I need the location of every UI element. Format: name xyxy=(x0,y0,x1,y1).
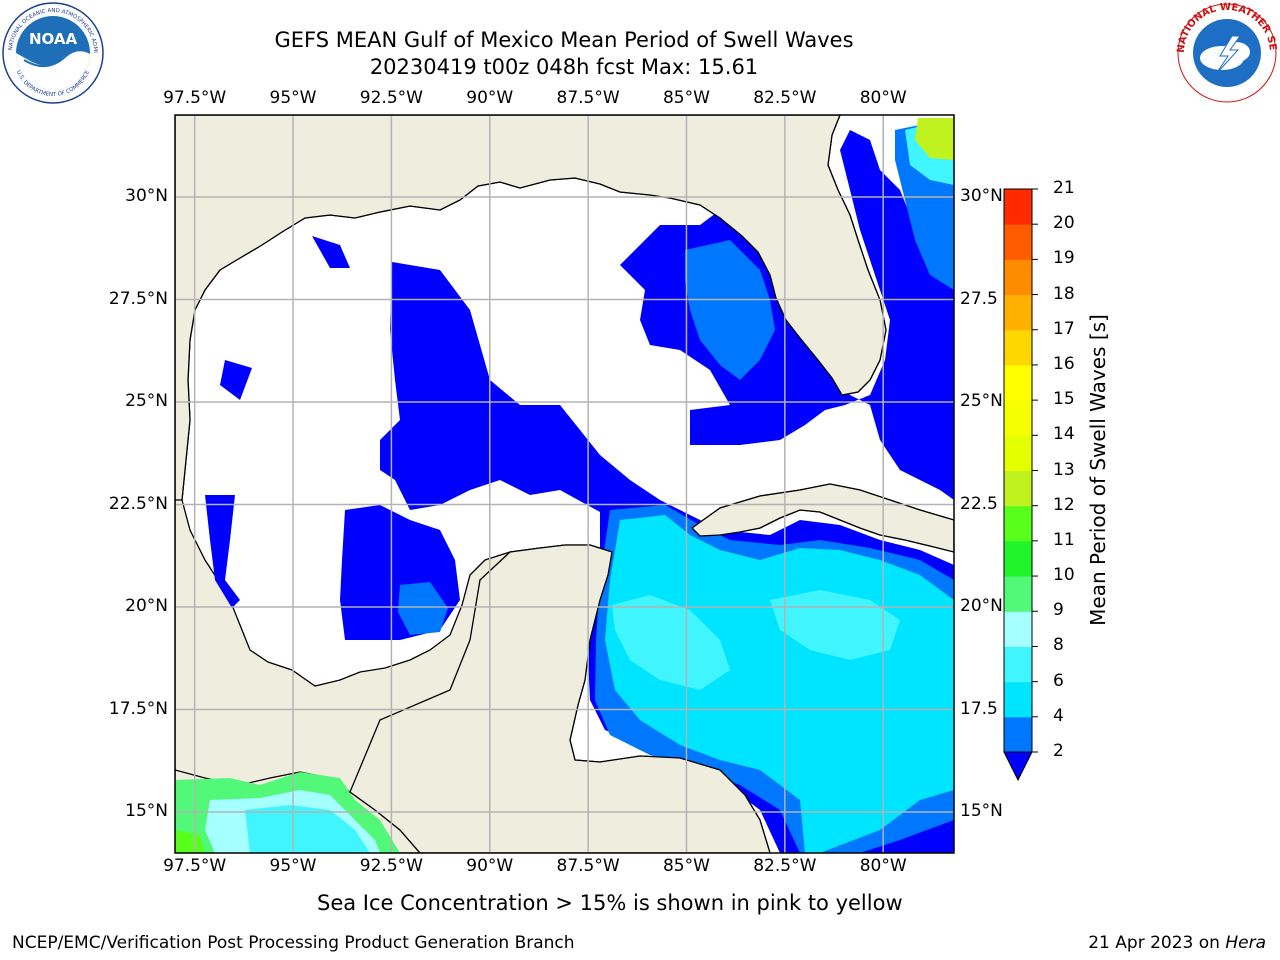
longitude-label: 85°W xyxy=(662,88,710,108)
latitude-label-left: 20°N xyxy=(125,596,168,616)
nws-logo: NATIONAL WEATHER SERVICE xyxy=(1176,2,1278,103)
colorbar-tick-label: 21 xyxy=(1053,178,1075,198)
map-frame xyxy=(174,114,955,854)
latitude-label-left: 22.5°N xyxy=(108,493,168,514)
latitude-label-left: 25°N xyxy=(125,391,168,411)
longitude-label: 95°W xyxy=(269,88,317,108)
colorbar-tick-label: 20 xyxy=(1053,213,1075,234)
colorbar-segment xyxy=(1004,329,1032,366)
colorbar-tick-label: 4 xyxy=(1053,705,1064,726)
longitude-label: 87.5°W xyxy=(556,88,620,108)
longitude-label: 82.5°W xyxy=(753,856,817,876)
colorbar-segment xyxy=(1004,505,1032,542)
colorbar-segment xyxy=(1004,611,1032,647)
longitude-label: 82.5°W xyxy=(753,88,817,108)
longitude-label: 80°W xyxy=(859,88,907,108)
colorbar-segment xyxy=(1004,716,1032,753)
latitude-label-left: 15°N xyxy=(125,801,168,821)
chart-subtitle: 20230419 t00z 048h fcst Max: 15.61 xyxy=(369,55,759,79)
colorbar-tick-label: 2 xyxy=(1053,741,1064,761)
latitude-label-right: 22.5 xyxy=(960,493,998,514)
colorbar-segment xyxy=(1004,646,1032,683)
colorbar-tick-label: 13 xyxy=(1053,459,1075,480)
colorbar-segment xyxy=(1004,294,1032,331)
colorbar-tick-label: 18 xyxy=(1053,283,1075,304)
longitude-label: 87.5°W xyxy=(556,856,620,876)
run-date: 21 Apr 2023 on Hera xyxy=(1088,933,1266,953)
colorbar-tick-label: 19 xyxy=(1053,248,1075,269)
colorbar-tick-label: 17 xyxy=(1053,318,1075,339)
colorbar-tick-label: 10 xyxy=(1053,565,1075,586)
colorbar-segment xyxy=(1004,470,1032,507)
latitude-label-left: 17.5°N xyxy=(108,698,168,719)
latitude-label-right: 27.5 xyxy=(960,288,998,309)
colorbar-label: Mean Period of Swell Waves [s] xyxy=(1086,314,1110,626)
colorbar-tick-label: 11 xyxy=(1053,529,1075,550)
colorbar-segment xyxy=(1004,540,1032,577)
colorbar-tick-label: 16 xyxy=(1053,353,1075,374)
colorbar-segment xyxy=(1004,224,1032,260)
latitude-label-right: 15°N xyxy=(960,801,1003,821)
colorbar-tick-label: 9 xyxy=(1053,600,1064,621)
map-gridlines xyxy=(175,115,954,853)
longitude-label: 95°W xyxy=(269,856,317,876)
latitude-label-right: 17.5 xyxy=(960,698,998,719)
colorbar-segment xyxy=(1004,259,1032,296)
colorbar-tick-label: 6 xyxy=(1053,670,1064,691)
longitude-label: 97.5°W xyxy=(163,856,227,876)
colorbar-segment xyxy=(1004,576,1032,612)
noaa-logo: NOAA NATIONAL OCEANIC AND ATMOSPHERIC AD… xyxy=(2,2,104,104)
latitude-label-left: 27.5°N xyxy=(108,288,168,309)
chart-title: GEFS MEAN Gulf of Mexico Mean Period of … xyxy=(274,28,854,52)
colorbar-segment xyxy=(1004,681,1032,718)
colorbar-tick-label: 14 xyxy=(1053,424,1075,445)
latitude-label-right: 30°N xyxy=(960,186,1003,206)
longitude-label: 85°W xyxy=(662,856,710,876)
colorbar-segment xyxy=(1004,435,1032,471)
latitude-label-left: 30°N xyxy=(125,186,168,206)
colorbar-segment xyxy=(1004,364,1032,401)
colorbar-segment xyxy=(1004,400,1032,436)
colorbar-under-extension xyxy=(1003,751,1033,782)
longitude-label: 97.5°W xyxy=(163,88,227,108)
longitude-label: 90°W xyxy=(466,856,514,876)
machine-name: Hera xyxy=(1225,933,1266,953)
longitude-label: 80°W xyxy=(859,856,907,876)
latitude-label-right: 20°N xyxy=(960,596,1003,616)
colorbar xyxy=(1003,188,1038,782)
svg-text:NOAA: NOAA xyxy=(29,30,78,48)
longitude-label: 92.5°W xyxy=(359,88,423,108)
latitude-label-right: 25°N xyxy=(960,391,1003,411)
colorbar-tick-label: 8 xyxy=(1053,635,1064,656)
longitude-label: 92.5°W xyxy=(359,856,423,876)
colorbar-segment xyxy=(1004,189,1032,225)
sea-ice-note: Sea Ice Concentration > 15% is shown in … xyxy=(317,891,903,915)
colorbar-tick-label: 12 xyxy=(1053,494,1075,515)
longitude-label: 90°W xyxy=(466,88,514,108)
producer-credit: NCEP/EMC/Verification Post Processing Pr… xyxy=(12,933,575,953)
colorbar-tick-label: 15 xyxy=(1053,389,1075,410)
run-date-text: 21 Apr 2023 on xyxy=(1088,933,1226,953)
